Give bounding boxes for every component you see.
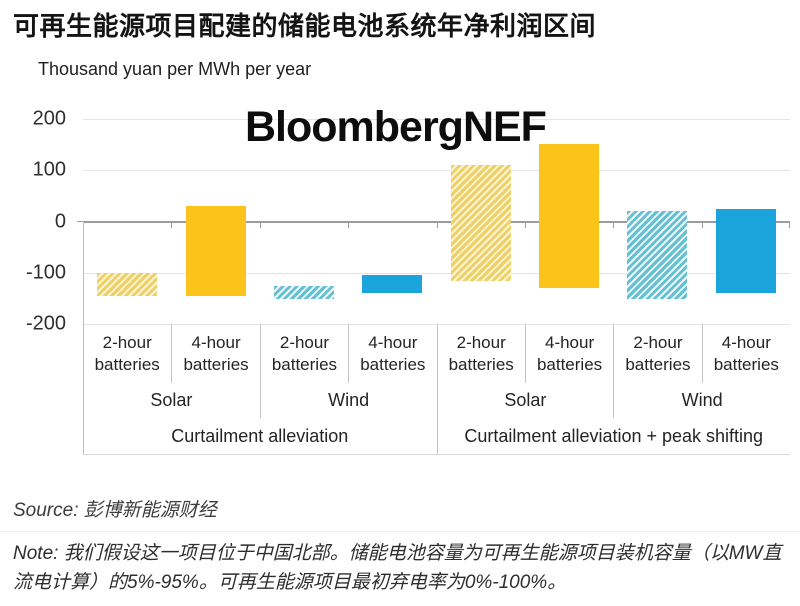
gridline-200 bbox=[83, 118, 790, 120]
gridline--100 bbox=[83, 272, 790, 274]
battery-label: 4-hour batteries bbox=[701, 324, 790, 383]
battery-label: 2-hour batteries bbox=[613, 324, 701, 383]
category-tick bbox=[613, 221, 615, 228]
y-tick-label--200: -200 bbox=[25, 312, 66, 335]
axis-unit-label: Thousand yuan per MWh per year bbox=[38, 59, 312, 79]
x-axis-label-table: 2-hour batteries 4-hour batteries 2-hour batt… bbox=[83, 324, 790, 455]
y-tick-label-100: 100 bbox=[32, 158, 66, 181]
scenario-label-row: Curtailment alleviation Curtailment allev… bbox=[83, 418, 790, 454]
bar-solar-2-hour-curtailment-peak bbox=[450, 165, 511, 281]
y-tick-label-200: 200 bbox=[32, 107, 66, 130]
battery-label: 2-hour batteries bbox=[436, 324, 525, 383]
bar-solar-4-hour-curtailment-peak bbox=[539, 144, 600, 289]
battery-label: 4-hour batteries bbox=[171, 324, 259, 383]
chart-title: 可再生能源项目配建的储能电池系统年净利润区间 bbox=[13, 11, 597, 41]
bar-solar-4-hour-curtailment bbox=[185, 206, 246, 296]
y-axis: 200 100 0 -100 -200 bbox=[0, 107, 66, 336]
y-tick-label-0: 0 bbox=[54, 210, 66, 232]
scenario-label: Curtailment alleviation + peak shifting bbox=[436, 418, 791, 454]
battery-label: 4-hour batteries bbox=[524, 324, 613, 383]
bar-wind-2-hour-curtailment bbox=[273, 285, 334, 299]
category-tick bbox=[701, 221, 703, 228]
battery-label: 4-hour batteries bbox=[348, 324, 436, 383]
tech-label-row: Solar Wind Solar Wind bbox=[83, 383, 790, 418]
battery-label: 2-hour batteries bbox=[94, 333, 160, 374]
category-tick bbox=[524, 221, 526, 228]
footer-divider bbox=[0, 531, 800, 532]
y-axis-line bbox=[83, 221, 84, 455]
watermark-bloombergnef: BloombergNEF bbox=[245, 103, 547, 151]
battery-label-row: 2-hour batteries 4-hour batteries 2-hour batt… bbox=[83, 324, 790, 383]
scenario-label: Curtailment alleviation bbox=[171, 425, 349, 446]
category-tick bbox=[789, 221, 790, 228]
category-tick bbox=[259, 221, 261, 228]
tech-label: Wind bbox=[613, 383, 790, 418]
plot-area bbox=[83, 107, 790, 336]
gridline-100 bbox=[83, 170, 790, 172]
bar-wind-2-hour-curtailment-peak bbox=[627, 211, 688, 299]
tech-label: Wind bbox=[259, 383, 437, 418]
source-line: Source: 彭博新能源财经 bbox=[13, 500, 217, 521]
tech-label: Solar bbox=[150, 390, 193, 410]
category-tick bbox=[436, 221, 438, 228]
battery-label: 2-hour batteries bbox=[259, 324, 348, 383]
bar-solar-2-hour-curtailment bbox=[97, 272, 158, 296]
y-axis-zero-tick bbox=[77, 221, 83, 222]
y-tick-label--100: -100 bbox=[25, 261, 66, 284]
category-tick bbox=[171, 221, 173, 228]
note-text: Note: 我们假设这一项目位于中国北部。储能电池容量为可再生能源项目装机容量（… bbox=[13, 543, 782, 594]
category-tick bbox=[348, 221, 350, 228]
bar-wind-4-hour-curtailment-peak bbox=[715, 208, 776, 294]
bar-wind-4-hour-curtailment bbox=[362, 275, 423, 294]
tech-label: Solar bbox=[436, 383, 614, 418]
